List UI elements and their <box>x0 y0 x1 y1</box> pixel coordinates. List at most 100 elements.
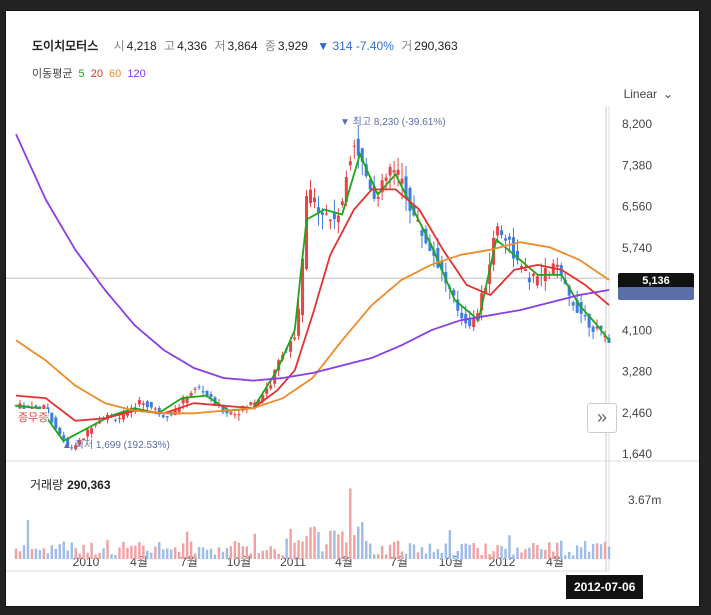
volume-bar <box>189 541 193 559</box>
candle <box>396 157 400 187</box>
volume-bar <box>552 551 555 559</box>
volume-bar <box>130 545 133 559</box>
candle <box>340 197 344 208</box>
x-tick-label: 4월 <box>546 555 564 569</box>
volume-bar <box>90 542 93 559</box>
volume-bar <box>66 550 69 559</box>
volume-bar <box>26 520 30 559</box>
volume-bar <box>173 547 177 559</box>
volume-bar <box>34 548 38 559</box>
volume-bar <box>209 548 213 559</box>
volume-bar <box>508 535 511 559</box>
volume-bar <box>524 549 527 559</box>
volume-bar <box>265 550 268 559</box>
volume-bar <box>341 531 344 559</box>
volume-bar <box>496 545 499 559</box>
volume-bar <box>98 552 101 559</box>
candle <box>571 300 575 311</box>
volume-bar <box>472 543 475 559</box>
x-tick-label: 4월 <box>335 555 353 569</box>
volume-bar <box>273 549 276 559</box>
candle <box>58 426 62 436</box>
volume-bar <box>166 548 169 559</box>
volume-bar <box>301 541 304 559</box>
candle <box>82 438 86 441</box>
volume-bar <box>193 553 197 559</box>
low-label: 저 <box>214 39 226 53</box>
candle <box>607 334 611 344</box>
scale-dropdown[interactable]: Linear ⌄ <box>624 87 673 101</box>
volume-bar <box>571 555 575 559</box>
y-tick-label: 1,640 <box>622 447 652 461</box>
ma120-legend: 120 <box>127 68 146 80</box>
volume-bar <box>488 553 491 559</box>
candle <box>193 386 197 394</box>
volume-bar <box>42 548 46 559</box>
volume-bar <box>384 554 388 559</box>
candle <box>74 442 78 452</box>
volume-bar <box>329 530 332 559</box>
price-chart[interactable]: 8,2007,3806,5605,7404,9204,1003,2802,460… <box>6 11 699 606</box>
ma120-line <box>15 133 610 382</box>
high-marker: ▼ 최고 8,230 (-39.61%) <box>340 116 446 128</box>
volume-value: 290,363 <box>414 39 458 53</box>
candle <box>332 199 336 229</box>
candle <box>297 299 301 341</box>
volume-bar <box>257 553 260 559</box>
candle <box>535 274 539 289</box>
close-value: 3,929 <box>277 39 308 53</box>
current-price-tag: 5,136 <box>618 273 694 289</box>
scroll-right-button[interactable]: » <box>587 403 617 433</box>
volume-bar <box>221 551 225 559</box>
candle <box>197 384 201 390</box>
y-tick-label: 7,380 <box>622 158 652 172</box>
candle <box>237 409 241 421</box>
candle <box>90 425 94 438</box>
volume-bar <box>464 543 467 559</box>
y-tick-label: 4,100 <box>622 323 652 337</box>
y-tick-label: 5,740 <box>622 241 652 255</box>
candle <box>508 233 512 253</box>
candle <box>368 177 372 193</box>
volume-bar <box>285 538 288 559</box>
quote-header: 도이치모터스 시 4,218 고 4,336 저 3,864 종 3,929 ▼ 314… <box>32 37 458 54</box>
candle <box>149 401 153 410</box>
scale-label: Linear <box>623 87 657 101</box>
volume-bar <box>225 548 229 559</box>
volume-bar <box>412 544 416 559</box>
volume-bar <box>158 541 161 559</box>
volume-title: 거래량 290,363 <box>30 476 111 493</box>
candle <box>348 155 352 171</box>
volume-bar <box>568 551 571 559</box>
volume-bar <box>74 548 77 559</box>
volume-bar <box>22 545 26 559</box>
volume-bar <box>277 553 280 559</box>
volume-bar <box>595 543 599 559</box>
volume-bar <box>70 542 73 559</box>
volume-bar <box>520 552 523 559</box>
candle <box>583 305 587 321</box>
volume-bar <box>126 547 129 559</box>
candle <box>591 325 595 340</box>
candle <box>472 310 476 331</box>
candle <box>320 208 324 230</box>
volume-bar <box>516 547 519 559</box>
volume-bar <box>249 553 253 559</box>
volume-bar <box>444 543 448 559</box>
candle <box>352 139 356 159</box>
volume-bar <box>146 550 149 559</box>
candle <box>504 234 508 254</box>
volume-bar <box>345 542 348 559</box>
ma20-legend: 20 <box>90 68 103 80</box>
volume-bar <box>245 546 249 559</box>
volume-bar <box>575 545 579 559</box>
volume-bar <box>114 554 117 559</box>
volume-bar <box>468 544 471 559</box>
volume-bar <box>432 552 436 559</box>
volume-bar <box>142 545 145 559</box>
candle <box>392 160 396 185</box>
volume-bar <box>261 550 264 559</box>
low-value: 3,864 <box>227 39 258 53</box>
candle <box>209 391 213 403</box>
event-flag: 증무증 <box>18 409 49 425</box>
